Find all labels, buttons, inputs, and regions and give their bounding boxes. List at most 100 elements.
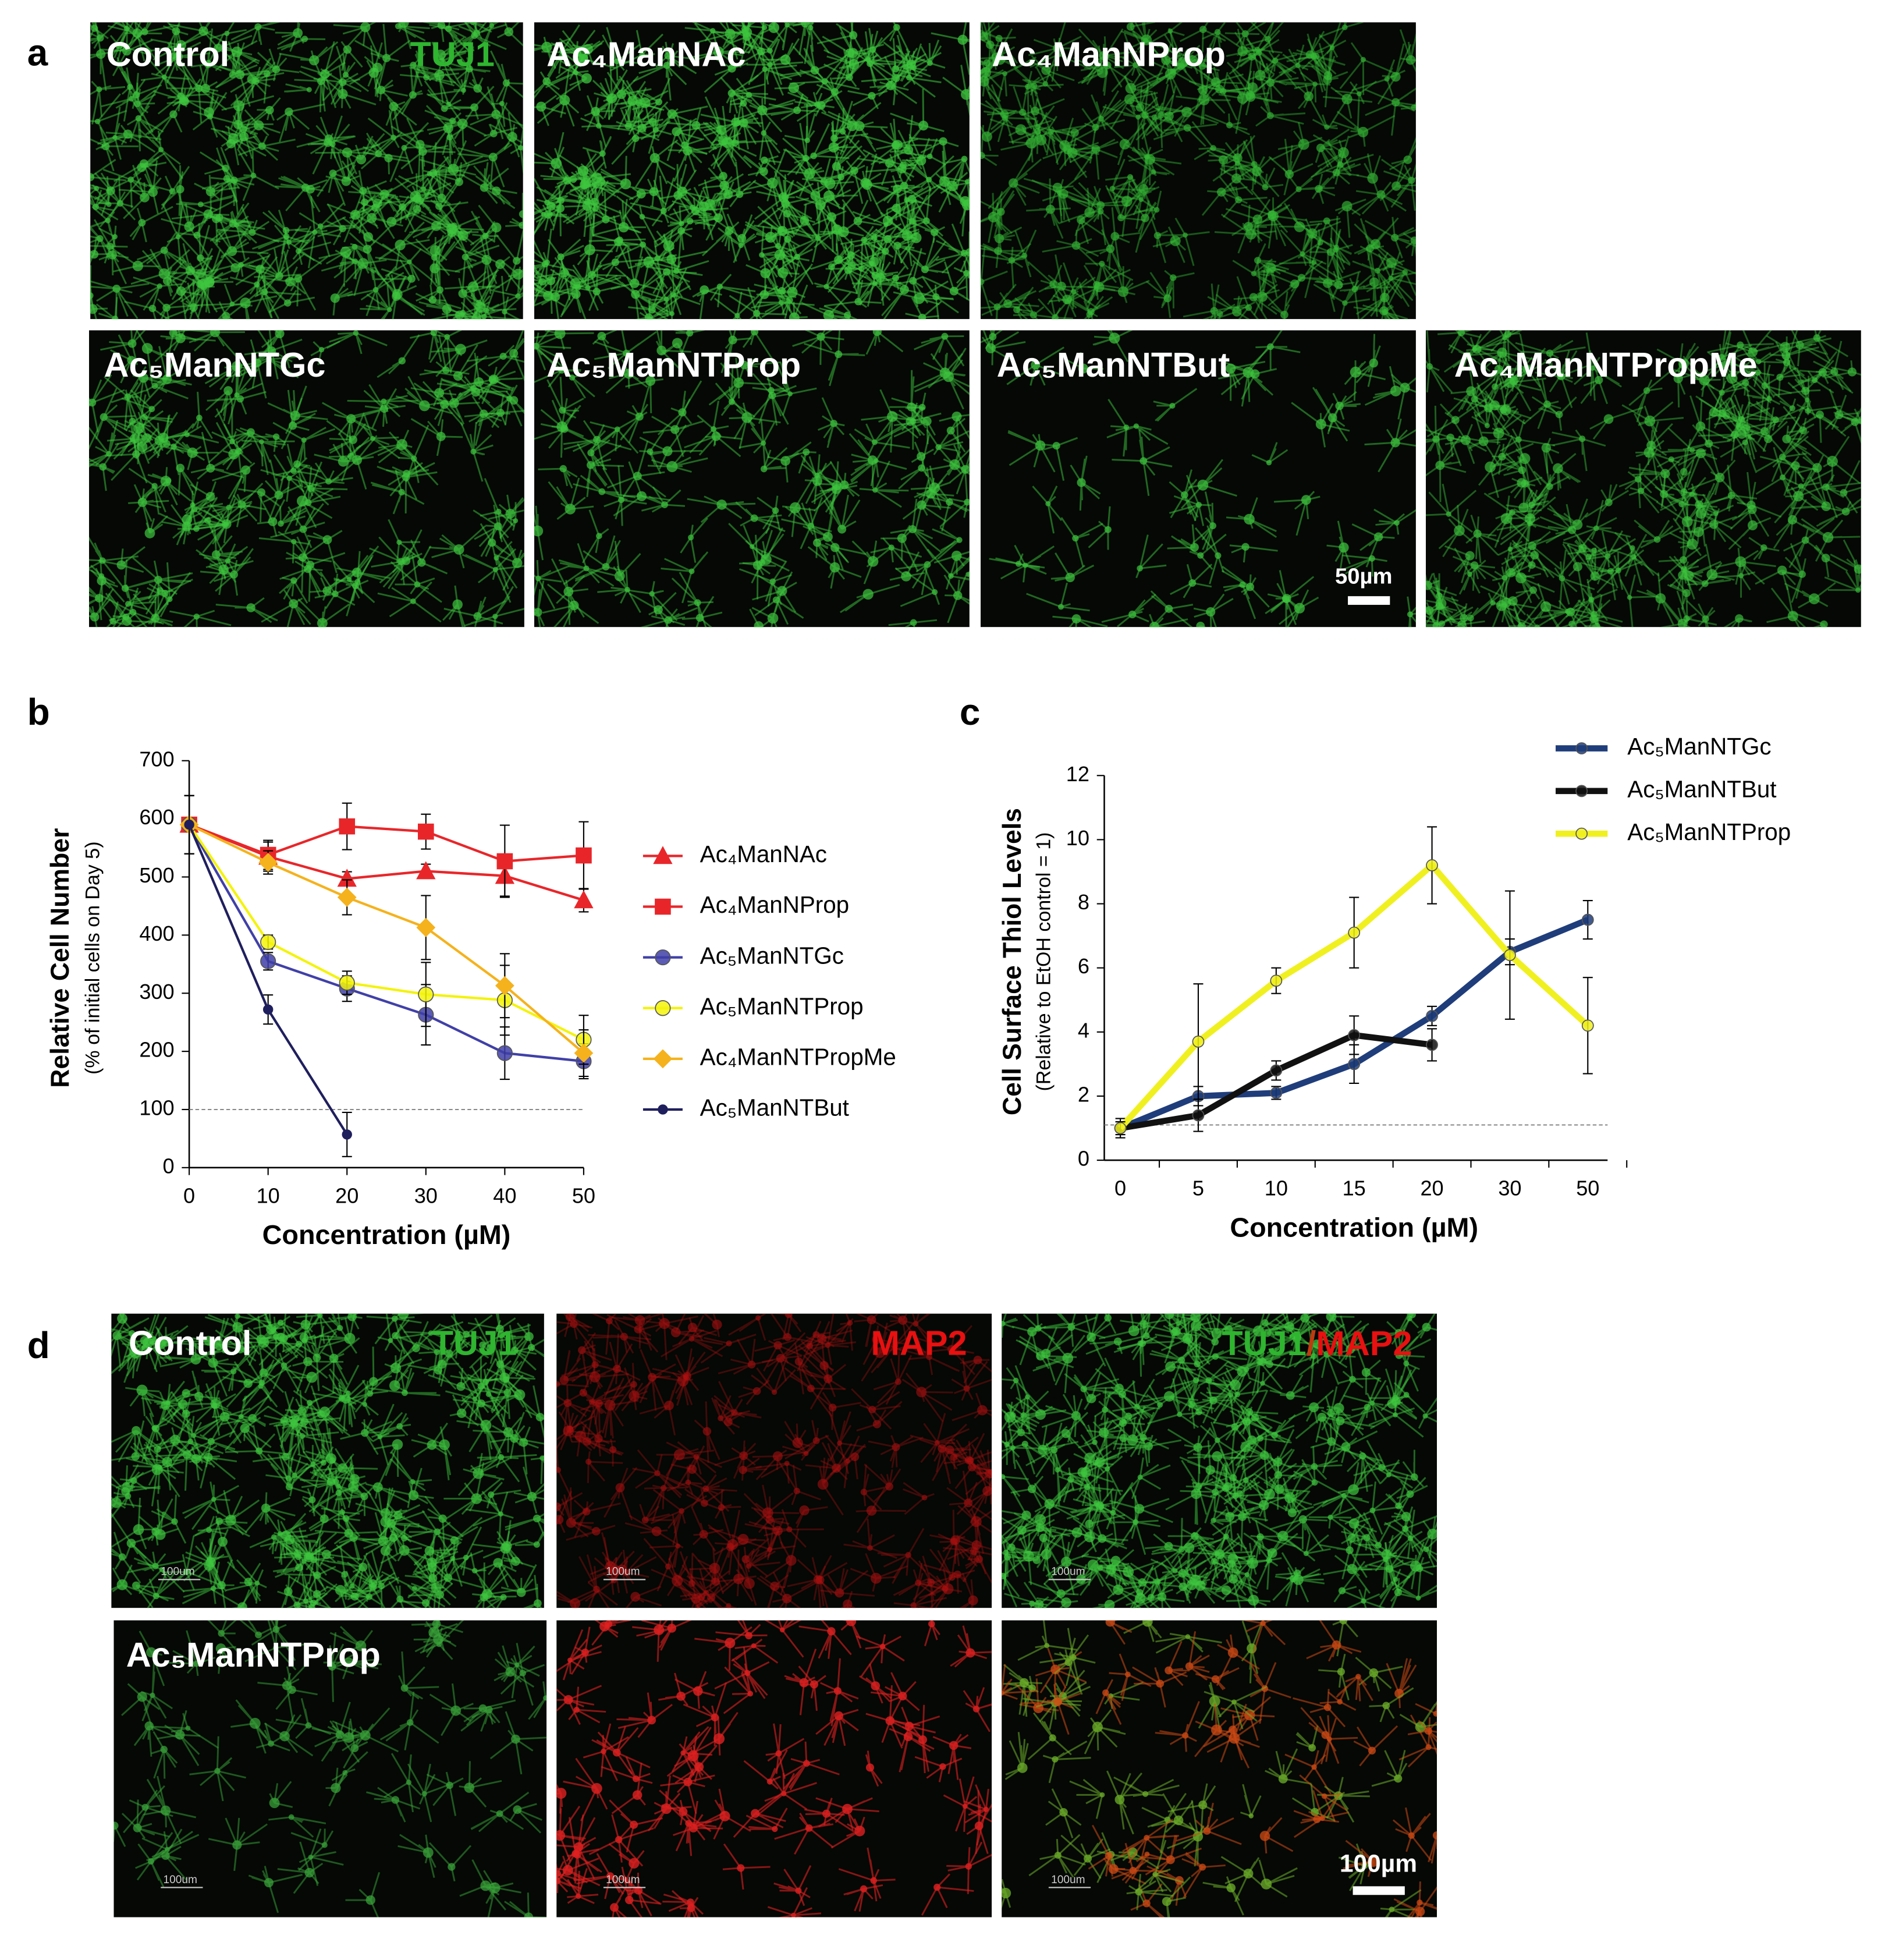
cell-process — [666, 169, 709, 212]
cell-process — [1309, 227, 1351, 288]
cell-body — [488, 153, 498, 162]
cell-process — [827, 269, 866, 293]
cell-process — [904, 1313, 941, 1348]
cell-process — [1045, 1788, 1082, 1838]
cell-body — [1142, 1899, 1151, 1908]
cell-process — [1351, 181, 1407, 215]
cell-body — [1123, 424, 1130, 430]
cell-process — [378, 196, 416, 232]
cell-body — [1248, 52, 1256, 61]
scale-label: 100um — [163, 1874, 197, 1886]
scale-label: 100um — [1051, 1566, 1085, 1578]
cell-body — [583, 1507, 591, 1516]
cell-body — [148, 304, 157, 313]
cell-process — [722, 1843, 771, 1890]
cell-process — [1755, 569, 1802, 590]
cell-process — [643, 1537, 688, 1599]
cell-process — [888, 619, 938, 628]
cell-body — [1183, 124, 1191, 132]
cell-process — [328, 1751, 368, 1807]
cell-process — [119, 160, 159, 214]
cell-body — [1157, 112, 1165, 119]
cell-body — [1460, 614, 1468, 622]
cell-process — [246, 1313, 285, 1344]
cell-process — [548, 477, 594, 520]
cell-body — [265, 105, 274, 115]
cell-body — [489, 23, 495, 29]
cell-body — [162, 277, 172, 285]
cell-body — [1812, 377, 1818, 384]
cell-body — [1027, 1327, 1037, 1337]
series-line — [189, 823, 584, 902]
cell-process — [683, 1682, 727, 1746]
cell-process — [261, 278, 315, 314]
cell-process — [671, 1726, 713, 1776]
cell-process — [409, 201, 465, 239]
cell-body — [728, 335, 737, 345]
cell-process — [1236, 29, 1265, 69]
cell-body — [1805, 407, 1811, 414]
cell-body — [804, 137, 810, 143]
cell-process — [1259, 63, 1299, 100]
cell-body — [634, 1315, 645, 1326]
cell-process — [317, 161, 355, 206]
marker — [260, 953, 276, 969]
cell-process — [377, 334, 420, 378]
panel-label: a — [27, 31, 48, 73]
cell-body — [711, 1578, 720, 1586]
cell-body — [1260, 1381, 1265, 1386]
cell-body — [193, 1660, 200, 1667]
cell-process — [276, 103, 325, 143]
cell-process — [913, 1555, 935, 1608]
cell-process — [1373, 508, 1416, 535]
cell-process — [388, 519, 422, 563]
cell-body — [1308, 1744, 1316, 1752]
cell-body — [624, 1895, 634, 1905]
cell-body — [609, 1446, 617, 1454]
cell-process — [639, 1376, 680, 1436]
cell-process — [113, 162, 159, 189]
cell-body — [1358, 126, 1369, 137]
cell-body — [182, 1450, 191, 1459]
cell-process — [794, 123, 850, 164]
cell-process — [866, 537, 922, 570]
cell-body — [960, 196, 970, 207]
cell-process — [1366, 1453, 1411, 1484]
cell-process — [1535, 364, 1587, 392]
cell-body — [1165, 1666, 1173, 1675]
cell-body — [389, 1380, 400, 1391]
cell-body — [452, 599, 463, 610]
cell-body — [1709, 520, 1719, 529]
cell-body — [536, 101, 546, 112]
cell-process — [350, 384, 406, 427]
cell-process — [1219, 154, 1260, 196]
cell-body — [1262, 184, 1269, 191]
cell-body — [670, 425, 680, 434]
cell-body — [700, 1499, 708, 1507]
micrograph-bg — [1425, 330, 1861, 628]
cell-body — [1779, 474, 1786, 481]
cell-body — [295, 1563, 303, 1572]
cell-body — [391, 1315, 398, 1322]
cell-process — [111, 1317, 150, 1368]
cell-process — [1443, 330, 1503, 373]
cell-body — [723, 1417, 733, 1427]
cell-process — [1249, 1662, 1291, 1724]
cell-body — [378, 1536, 389, 1547]
cell-body — [471, 1493, 482, 1504]
cell-body — [1266, 460, 1272, 466]
cell-body — [539, 1455, 544, 1461]
cell-process — [804, 22, 830, 65]
cell-body — [1210, 145, 1216, 151]
cell-body — [90, 173, 95, 182]
cell-process — [762, 1332, 812, 1385]
cell-body — [204, 277, 214, 288]
cell-body — [1405, 55, 1416, 65]
cell-body — [427, 1562, 437, 1572]
cell-process — [1204, 113, 1250, 136]
cell-process — [1167, 1529, 1215, 1565]
cell-body — [565, 504, 576, 515]
cell-body — [97, 576, 107, 586]
cell-process — [1346, 1588, 1387, 1608]
